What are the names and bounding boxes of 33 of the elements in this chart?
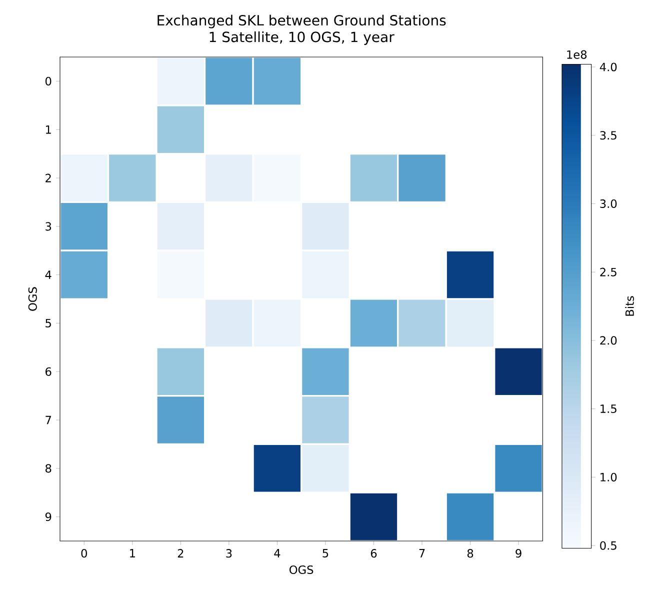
x-tick-label: 0	[81, 549, 87, 558]
y-tick-label: 3	[46, 222, 52, 231]
x-tick-label: 1	[130, 549, 135, 558]
color-bar-label: 4.0	[600, 62, 617, 72]
x-tick-label: 2	[178, 549, 184, 558]
y-tick-label: 6	[46, 367, 52, 376]
color-bar-label: 3.0	[600, 199, 617, 208]
color-bar-label: 1.5	[600, 404, 616, 414]
y-tick-label: 0	[46, 76, 52, 86]
text: 1e8	[567, 50, 587, 59]
y-tick-label: 5	[46, 318, 51, 328]
x-tick-label: 7	[419, 549, 425, 558]
y-tick-label: 2	[46, 174, 51, 182]
x-tick-label: 8	[467, 549, 474, 558]
y-axis-title: OGS	[28, 287, 37, 311]
color-bar-label: 0.5	[600, 541, 616, 550]
x-axis-title: OGS	[290, 565, 314, 574]
color-bar-title: Bits	[625, 296, 634, 316]
x-tick-label: 6	[370, 549, 377, 558]
x-tick-label: 5	[322, 549, 328, 558]
x-tick-label: 9	[516, 549, 522, 558]
color-bar-label: 2.5	[600, 268, 616, 276]
y-tick-label: 4	[45, 270, 52, 279]
color-bar-label: 2.0	[600, 336, 617, 345]
y-tick-label: 8	[46, 464, 52, 473]
y-tick-label: 1	[46, 125, 51, 134]
color-bar-label: 1.0	[600, 472, 617, 482]
x-tick-label: 4	[274, 549, 280, 558]
color-bar-label: 3.5	[600, 131, 616, 140]
chart-title: Exchanged SKL between Ground Stations 1 Satellite, 10 OGS, 1 year	[158, 14, 446, 45]
x-tick-label: 3	[226, 549, 232, 558]
y-tick-label: 7	[46, 416, 51, 424]
y-tick-label: 9	[45, 512, 52, 522]
